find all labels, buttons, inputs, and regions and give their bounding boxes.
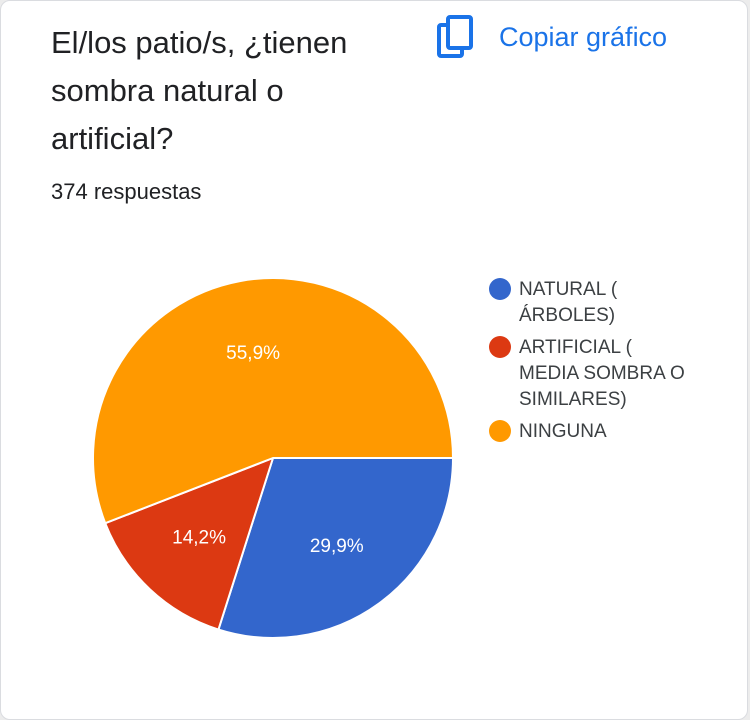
pie-chart: 29,9% 14,2% 55,9% [92, 277, 455, 639]
legend-label: NINGUNA [519, 421, 607, 442]
legend-item[interactable]: NATURAL ( ÁRBOLES) [489, 277, 689, 329]
response-count: 374 respuestas [51, 179, 202, 204]
pie-slice-1[interactable] [217, 457, 455, 639]
legend-swatch [489, 420, 511, 442]
chart-legend: NATURAL ( ÁRBOLES) ARTIFICIAL ( MEDIA SOM… [489, 277, 689, 451]
legend-item[interactable]: NINGUNA [489, 419, 689, 445]
question-title: El/los patio/s, ¿tienen sombra natural o… [51, 25, 348, 156]
copy-chart-button[interactable]: Copiar gráfico [437, 15, 667, 59]
copy-icon [437, 15, 473, 58]
legend-label: ARTIFICIAL ( MEDIA SOMBRA O SIMILARES) [519, 337, 685, 410]
legend-label: NATURAL ( ÁRBOLES) [519, 279, 618, 326]
legend-swatch [489, 336, 511, 358]
legend-item[interactable]: ARTIFICIAL ( MEDIA SOMBRA O SIMILARES) [489, 335, 689, 413]
copy-chart-label: Copiar gráfico [499, 21, 668, 52]
pie-slice-label-2: 14,2% [172, 528, 226, 549]
pie-slice-3[interactable] [92, 277, 455, 525]
legend-swatch [489, 278, 511, 300]
pie-slice-2[interactable] [103, 456, 275, 631]
pie-slice-label-3: 55,9% [226, 343, 280, 364]
pie-slice-label-1: 29,9% [310, 536, 364, 557]
